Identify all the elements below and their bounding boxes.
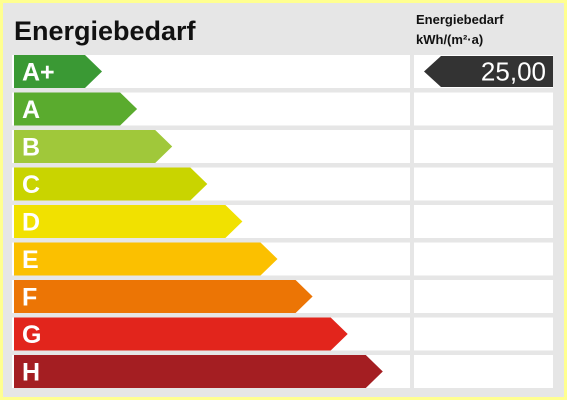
- class-arrow: [14, 167, 208, 201]
- value-indicator: [424, 56, 553, 87]
- class-label: C: [22, 171, 40, 199]
- value-cell: [414, 130, 553, 163]
- value: 25,00: [481, 57, 546, 87]
- class-arrow: [14, 130, 173, 163]
- class-label: B: [22, 134, 40, 162]
- class-arrow: [14, 205, 243, 238]
- class-arrow: [14, 355, 383, 388]
- value-cell: [414, 92, 553, 126]
- value-cell: [414, 205, 553, 238]
- class-arrow: [14, 92, 138, 126]
- class-label: E: [22, 246, 39, 274]
- class-arrow: [14, 280, 313, 313]
- class-arrow: [14, 55, 102, 88]
- value-cell: [414, 280, 553, 313]
- value-cell: [414, 242, 553, 276]
- class-arrow: [14, 317, 348, 351]
- class-label: H: [22, 359, 40, 387]
- class-arrow: [14, 242, 278, 276]
- title: Energiebedarf: [14, 16, 197, 46]
- class-label: D: [22, 209, 40, 237]
- class-label: A+: [22, 59, 55, 87]
- class-label: A: [22, 96, 40, 124]
- value-cell: [414, 355, 553, 388]
- class-label: G: [22, 321, 41, 349]
- class-label: F: [22, 284, 37, 312]
- value-cell: [414, 317, 553, 351]
- value-header: Energiebedarf: [416, 12, 504, 27]
- value-cell: [414, 167, 553, 201]
- value-header: kWh/(m²·a): [416, 32, 483, 47]
